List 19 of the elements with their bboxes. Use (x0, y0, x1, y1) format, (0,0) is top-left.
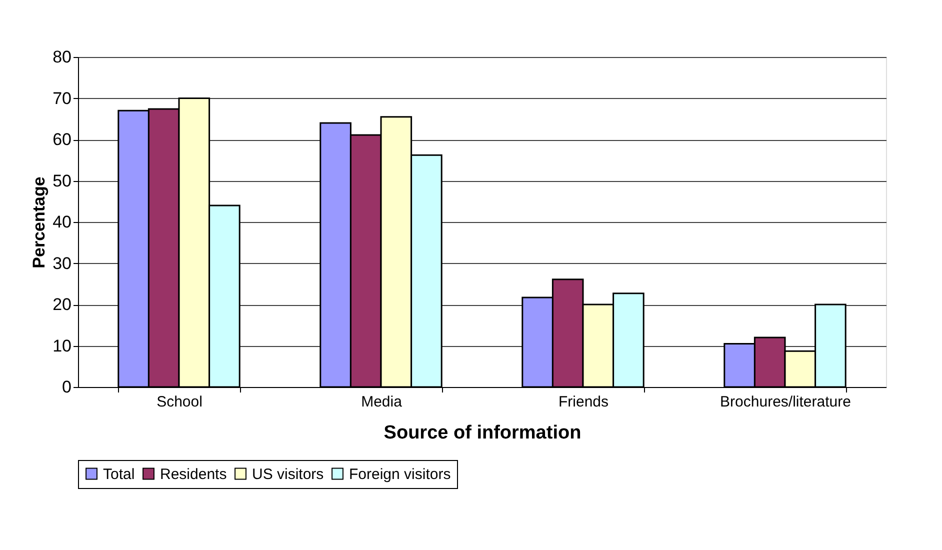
y-tick-label: 30 (52, 254, 72, 273)
x-tick-label: School (156, 394, 202, 410)
y-tick-label: 20 (52, 295, 72, 314)
x-tick-label: Brochures/literature (720, 394, 851, 410)
legend-label: Foreign visitors (349, 466, 451, 483)
y-tick-label: 60 (52, 130, 72, 149)
legend-label: Residents (160, 466, 227, 483)
y-tick-label: 70 (52, 88, 72, 108)
x-tick-label: Friends (558, 394, 609, 410)
legend-label: Total (103, 466, 135, 483)
y-tick-label: 40 (52, 212, 72, 232)
y-tick-label: 50 (52, 171, 72, 190)
x-axis-title: Source of information (384, 422, 582, 444)
legend-label: US visitors (252, 466, 324, 483)
y-axis-title: Percentage (30, 176, 49, 268)
y-tick-label: 80 (52, 48, 72, 66)
y-tick-label: 10 (52, 336, 72, 356)
x-tick-label: Media (361, 394, 403, 410)
y-tick-label: 0 (62, 378, 72, 396)
